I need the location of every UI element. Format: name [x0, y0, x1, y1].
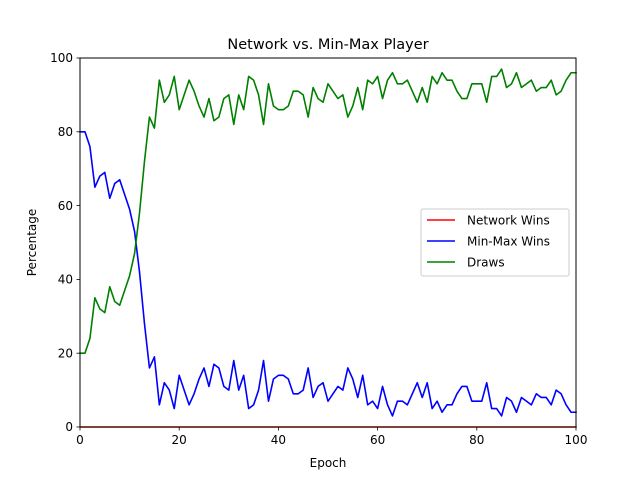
x-axis-label: Epoch — [310, 456, 347, 470]
x-tick-label: 80 — [469, 433, 484, 447]
y-tick-label: 20 — [58, 346, 73, 360]
x-tick-label: 60 — [370, 433, 385, 447]
x-tick-label: 20 — [172, 433, 187, 447]
legend: Network Wins Min-Max Wins Draws — [420, 208, 570, 277]
series-line-draws — [79, 68, 577, 355]
y-tick-label: 40 — [58, 273, 73, 287]
plot-frame — [79, 57, 577, 428]
x-tick-label: 40 — [271, 433, 286, 447]
y-tick-label: 60 — [58, 199, 73, 213]
legend-box — [420, 208, 570, 277]
series-line-min-max-wins — [79, 131, 577, 417]
y-tick-label: 100 — [50, 51, 73, 65]
x-tick-label: 0 — [76, 433, 84, 447]
legend-label: Min-Max Wins — [467, 234, 550, 248]
chart-title: Network vs. Min-Max Player — [227, 37, 428, 53]
axis-ticks: 0 20 40 60 80 100 0 20 40 60 80 100 — [50, 51, 587, 447]
y-tick-label: 80 — [58, 125, 73, 139]
legend-label: Network Wins — [467, 213, 550, 227]
legend-label: Draws — [467, 255, 505, 269]
y-axis-label: Percentage — [25, 209, 39, 277]
y-tick-label: 0 — [65, 420, 73, 434]
x-tick-label: 100 — [565, 433, 588, 447]
